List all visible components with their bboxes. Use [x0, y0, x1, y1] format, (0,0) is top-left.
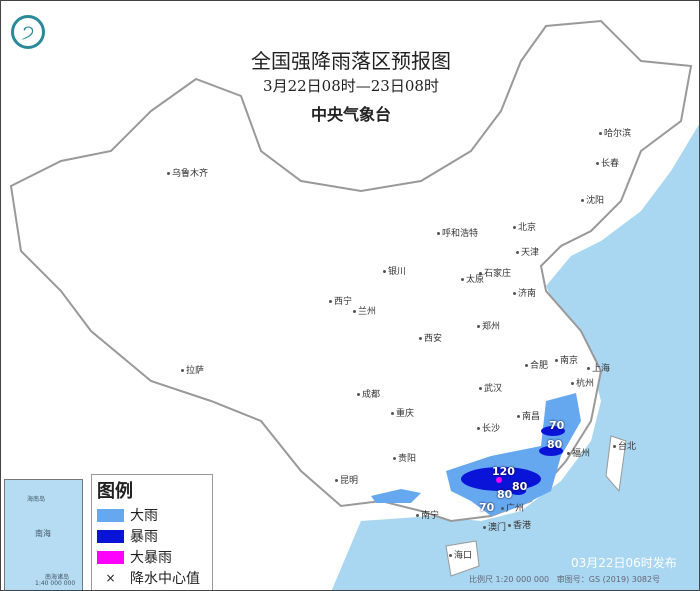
precip-center-value: 80 [512, 480, 528, 493]
city-label: 南京 [555, 353, 578, 366]
legend-title: 图例 [97, 481, 133, 502]
city-label: 太原 [461, 272, 484, 285]
legend: 图例 大雨 暴雨 大暴雨 × 降水中心值 [91, 474, 213, 590]
city-label: 乌鲁木齐 [167, 166, 208, 179]
heavy-rainstorm-area [496, 477, 502, 483]
city-label: 西安 [419, 331, 442, 344]
precip-center-value: 70 [479, 501, 495, 514]
inset-scale: 1:40 000 000 [35, 580, 76, 587]
city-label: 哈尔滨 [599, 126, 631, 139]
legend-item-heavy-rain: 大雨 [97, 505, 158, 525]
rainstorm-area [510, 487, 526, 495]
heavy-rain-area-guangxi [371, 489, 421, 503]
city-label: 银川 [383, 264, 406, 277]
rainstorm-area [541, 426, 565, 436]
footer-info: 比例尺 1:20 000 000 审图号：GS (2019) 3082号 [469, 575, 661, 584]
city-label: 澳门 [483, 520, 506, 533]
city-label: 石家庄 [479, 266, 511, 279]
city-label: 重庆 [391, 406, 414, 419]
city-label: 成都 [357, 387, 380, 400]
city-label: 天津 [516, 245, 539, 258]
organization: 中央气象台 [310, 105, 391, 124]
city-label: 广州 [501, 501, 524, 514]
city-label: 沈阳 [581, 193, 604, 206]
china-land [9, 19, 693, 523]
city-label: 武汉 [479, 381, 502, 394]
city-label: 香港 [508, 518, 531, 531]
city-label: 拉萨 [181, 363, 204, 376]
map-title: 全国强降雨落区预报图 [251, 49, 451, 73]
issued-time: 03月22日06时发布 [571, 556, 677, 570]
city-label: 呼和浩特 [437, 226, 478, 239]
city-label: 合肥 [525, 358, 548, 371]
city-label: 长沙 [477, 421, 500, 434]
city-label: 济南 [513, 286, 536, 299]
forecast-period: 3月22日08时—23日08时 [263, 77, 439, 95]
legend-item-heavy-rainstorm: 大暴雨 [97, 547, 172, 567]
precip-center-value: 80 [497, 488, 513, 501]
city-label: 长春 [596, 156, 619, 169]
city-label: 福州 [567, 446, 590, 459]
legend-item-rainstorm: 暴雨 [97, 526, 158, 546]
city-label: 北京 [513, 220, 536, 233]
inset-sea-label: 南海 [35, 529, 51, 538]
city-label: 南宁 [416, 508, 439, 521]
cross-icon: × [105, 571, 116, 585]
cma-logo-icon: ੭ [11, 15, 45, 49]
precip-center-value: 70 [549, 419, 565, 432]
precip-center-value: 120 [492, 465, 515, 478]
inset-islands-label: 南海诸岛 [45, 574, 70, 581]
city-label: 杭州 [571, 376, 594, 389]
rainstorm-area [539, 446, 563, 456]
city-label: 兰州 [353, 304, 376, 317]
city-label: 南昌 [517, 409, 540, 422]
precip-center-value: 80 [547, 438, 563, 451]
city-label: 贵阳 [393, 451, 416, 464]
city-label: 台北 [613, 439, 636, 452]
south-china-sea-inset: 海南岛 南海 南海诸岛 1:40 000 000 [4, 479, 83, 590]
city-label: 郑州 [477, 319, 500, 332]
city-label: 西宁 [329, 294, 352, 307]
city-label: 昆明 [335, 473, 358, 486]
inset-island-label: 海南岛 [27, 496, 46, 503]
legend-item-precip-center: × 降水中心值 [97, 568, 200, 588]
city-label: 上海 [587, 361, 610, 374]
city-label: 海口 [449, 548, 472, 561]
